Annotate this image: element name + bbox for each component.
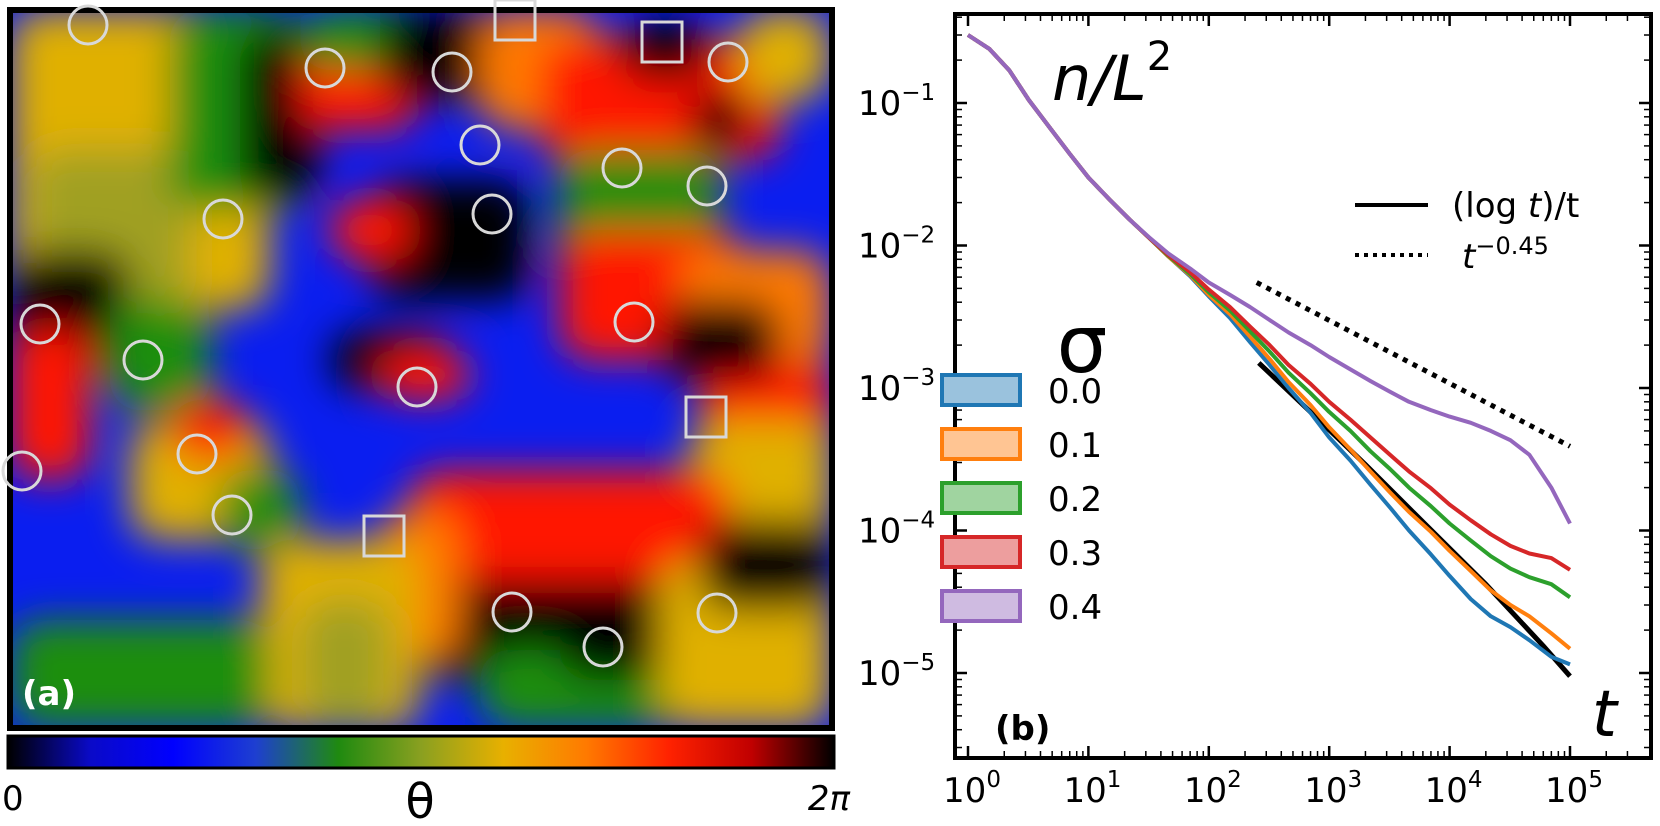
field-region-red bbox=[10, 330, 90, 480]
y-tick-label: 10−2 bbox=[858, 223, 935, 267]
antidefect-square-marker bbox=[362, 514, 406, 558]
defect-circle-marker bbox=[304, 47, 346, 89]
axis-ticks: 100 101 102 103 104 105 10−1 10−2 10−3 10−4 10−5 bbox=[858, 14, 1651, 811]
legend-swatch-sigma-0.0 bbox=[940, 373, 1022, 407]
ref-legend-dotted-label: t−0.45 bbox=[1462, 232, 1549, 277]
sigma-legend: σ 0.0 0.1 0.2 0.3 0.4 bbox=[940, 298, 1108, 628]
antidefect-square-marker bbox=[493, 0, 537, 42]
colorbar: 0 θ 2π bbox=[2, 734, 851, 826]
defect-circle-marker bbox=[211, 494, 253, 536]
field-region-yellow bbox=[740, 10, 830, 100]
x-axis-label: t bbox=[1592, 678, 1620, 752]
legend-label-sigma-0.0: 0.0 bbox=[1048, 372, 1102, 412]
series-line-sigma-0.4 bbox=[966, 33, 1572, 525]
colorbar-min-label: 0 bbox=[2, 779, 24, 819]
field-frame bbox=[7, 7, 835, 731]
field-region-black bbox=[690, 90, 750, 150]
reference-line-t-power-law bbox=[1255, 280, 1572, 449]
ref-label-exponent: −0.45 bbox=[1475, 232, 1549, 260]
defect-circle-marker bbox=[459, 124, 501, 166]
x-tick-label: 100 bbox=[943, 767, 1001, 811]
defect-circle-marker bbox=[1, 450, 43, 492]
defect-circle-marker bbox=[696, 592, 738, 634]
defect-circle-marker bbox=[431, 51, 473, 93]
panel-a-label: (a) bbox=[22, 674, 76, 714]
y-tick-label: 10−3 bbox=[858, 365, 935, 409]
legend-swatch-sigma-0.2 bbox=[940, 481, 1022, 515]
field-region-red bbox=[410, 470, 730, 590]
chart-title: n/L2 bbox=[1052, 34, 1172, 115]
defect-circle-marker bbox=[686, 165, 728, 207]
x-tick-label: 105 bbox=[1545, 767, 1603, 811]
field-region-black bbox=[370, 180, 530, 300]
legend-swatch-sigma-0.1 bbox=[940, 427, 1022, 461]
colorbar-max-label: 2π bbox=[808, 779, 851, 819]
field-region-green bbox=[10, 620, 270, 728]
legend-swatch-sigma-0.3 bbox=[940, 535, 1022, 569]
ref-label-t: t bbox=[1528, 186, 1543, 226]
ref-label-t-base: t bbox=[1462, 237, 1477, 277]
legend-label-sigma-0.2: 0.2 bbox=[1048, 480, 1102, 520]
defect-circle-marker bbox=[202, 198, 244, 240]
antidefect-square-marker bbox=[684, 395, 728, 439]
field-region-black bbox=[620, 20, 710, 80]
field-region-red bbox=[330, 200, 410, 260]
series-lines bbox=[966, 33, 1572, 678]
x-tick-label: 102 bbox=[1184, 767, 1242, 811]
defect-markers bbox=[1, 0, 749, 668]
defect-circle-marker bbox=[601, 147, 643, 189]
defect-circle-marker bbox=[491, 591, 533, 633]
x-tick-label: 101 bbox=[1063, 767, 1121, 811]
ref-legend-solid-label: (log t)/t bbox=[1452, 186, 1579, 226]
field-region-olive bbox=[300, 600, 390, 728]
phase-field-panel: (a) bbox=[1, 0, 835, 731]
legend-label-sigma-0.1: 0.1 bbox=[1048, 426, 1102, 466]
y-tick-label: 10−4 bbox=[858, 508, 935, 552]
defect-circle-marker bbox=[67, 4, 109, 46]
chart-title-main: n/L bbox=[1052, 42, 1147, 115]
field-region-red bbox=[380, 350, 470, 400]
y-tick-label: 10−1 bbox=[858, 80, 935, 124]
defect-circle-marker bbox=[707, 41, 749, 83]
legend-swatch-sigma-0.4 bbox=[940, 589, 1022, 623]
x-tick-label: 104 bbox=[1425, 767, 1483, 811]
defect-circle-marker bbox=[582, 626, 624, 668]
colorbar-strip bbox=[6, 734, 836, 770]
defect-circle-marker bbox=[19, 303, 61, 345]
legend-title: σ bbox=[1057, 298, 1108, 391]
panel-b-label: (b) bbox=[995, 709, 1050, 749]
ref-label-end: )/t bbox=[1541, 186, 1579, 226]
field-region-black bbox=[560, 600, 660, 680]
antidefect-square-marker bbox=[640, 20, 684, 64]
legend-label-sigma-0.3: 0.3 bbox=[1048, 534, 1102, 574]
colorbar-axis-label: θ bbox=[405, 774, 434, 826]
field-region-green bbox=[220, 470, 300, 550]
reference-legend: (log t)/t t−0.45 bbox=[1355, 186, 1579, 277]
legend-label-sigma-0.4: 0.4 bbox=[1048, 588, 1102, 628]
defect-circle-marker bbox=[396, 366, 438, 408]
defect-circle-marker bbox=[613, 301, 655, 343]
defect-circle-marker bbox=[122, 339, 164, 381]
defect-circle-marker bbox=[471, 193, 513, 235]
y-tick-label: 10−5 bbox=[858, 650, 935, 694]
field-region-black bbox=[660, 300, 780, 380]
field-region-red bbox=[170, 400, 250, 460]
defect-circle-marker bbox=[176, 433, 218, 475]
ref-label-open: (log bbox=[1452, 186, 1528, 226]
x-tick-label: 103 bbox=[1304, 767, 1362, 811]
decay-chart: 100 101 102 103 104 105 10−1 10−2 10−3 10−4 10−5 n… bbox=[858, 12, 1653, 811]
field-region-black bbox=[700, 520, 832, 610]
chart-title-sup: 2 bbox=[1147, 34, 1172, 80]
